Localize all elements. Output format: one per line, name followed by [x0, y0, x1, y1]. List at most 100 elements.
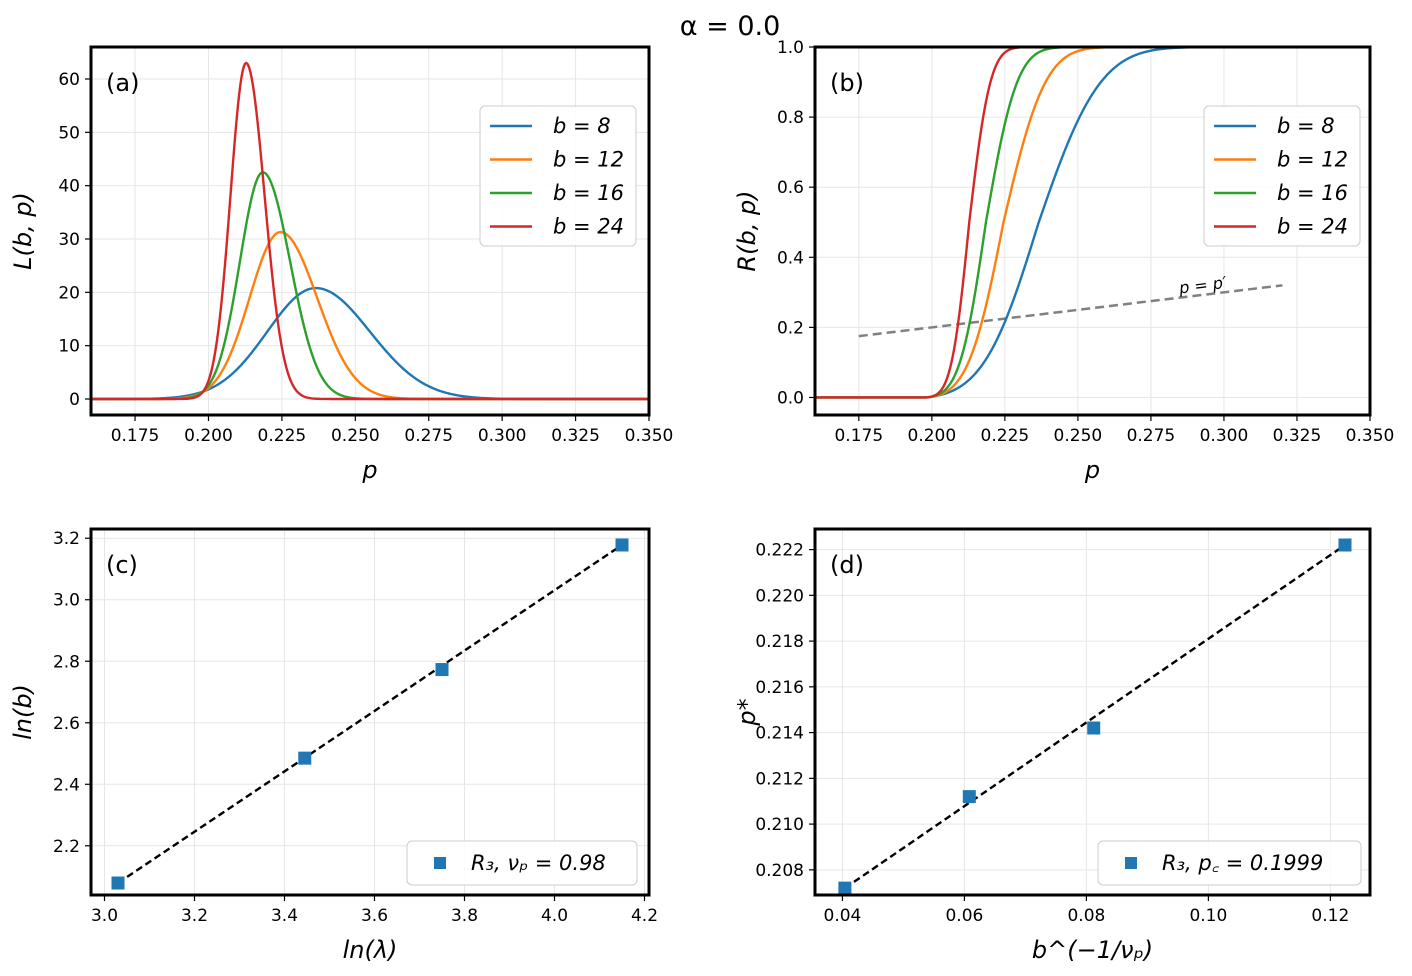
y-tick-label: 0: [69, 390, 80, 410]
x-axis-label: ln(λ): [343, 936, 398, 964]
x-tick-label: 0.325: [1273, 426, 1322, 446]
legend-label: b = 8: [553, 114, 611, 138]
panel-label: (b): [830, 69, 864, 97]
plot-frame: [813, 45, 1372, 417]
data-point: [1087, 721, 1101, 735]
y-tick-label: 0.218: [755, 632, 804, 652]
x-axis-label: b^(−1/νₚ): [1032, 936, 1153, 964]
x-tick-label: 0.250: [1054, 426, 1103, 446]
series-line-b12: [91, 230, 649, 401]
legend-marker: [434, 857, 446, 869]
x-tick-label: 3.8: [451, 906, 478, 926]
x-tick-label: 0.175: [834, 426, 883, 446]
x-tick-label: 4.0: [541, 906, 568, 926]
series-line-b24: [91, 61, 649, 401]
y-tick-label: 0.4: [777, 248, 804, 268]
x-tick-label: 0.10: [1189, 906, 1227, 926]
legend-label: b = 8: [1277, 114, 1335, 138]
y-tick-label: 0.208: [755, 861, 804, 881]
legend-label: b = 24: [553, 215, 624, 239]
x-tick-label: 0.250: [331, 426, 380, 446]
y-axis-label: ln(b): [9, 684, 37, 740]
data-point: [615, 538, 629, 552]
y-tick-label: 20: [58, 283, 80, 303]
y-tick-label: 0.220: [755, 586, 804, 606]
legend-label: b = 24: [1277, 215, 1348, 239]
legend-frame: [406, 840, 638, 886]
legend: b = 8 b = 12 b = 16 b = 24: [1203, 105, 1361, 247]
y-tick-label: 2.6: [53, 714, 80, 734]
x-tick-label: 0.300: [478, 426, 527, 446]
y-tick-label: 10: [58, 337, 80, 357]
fit-line: [117, 543, 623, 885]
y-tick-label: 0.2: [777, 318, 804, 338]
y-tick-label: 0.212: [755, 769, 804, 789]
x-axis-label: p: [1084, 456, 1100, 484]
plot-frame: [89, 527, 651, 897]
series-line-b8: [91, 286, 649, 401]
legend-frame: [479, 105, 637, 247]
x-tick-label: 0.275: [404, 426, 453, 446]
legend-frame: [1203, 105, 1361, 247]
panel-c: 3.0 3.2 3.4 3.6 3.8 4.0 4.2 2.2 2.4 2.6 2.8 3.0 3.2 (…: [9, 527, 658, 964]
legend: R₃, νₚ = 0.98: [406, 840, 638, 886]
reference-line-label: p = p′: [1177, 273, 1228, 298]
y-tick-label: 50: [58, 123, 80, 143]
plot-frame: [89, 45, 651, 417]
y-axis-label: p*: [733, 698, 761, 726]
y-tick-label: 40: [58, 177, 80, 197]
legend-label: R₃, νₚ = 0.98: [471, 851, 606, 875]
data-point: [111, 876, 125, 890]
x-tick-label: 4.2: [631, 906, 658, 926]
x-tick-label: 0.04: [824, 906, 862, 926]
plot-area: [91, 61, 649, 401]
legend-label: R₃, p꜀ = 0.1999: [1162, 851, 1323, 875]
legend-label: b = 16: [553, 181, 624, 205]
x-tick-label: 3.2: [181, 906, 208, 926]
legend: R₃, p꜀ = 0.1999: [1097, 840, 1362, 886]
y-tick-label: 0.0: [777, 388, 804, 408]
x-tick-label: 0.325: [551, 426, 600, 446]
x-tick-label: 0.175: [111, 426, 160, 446]
data-point: [962, 790, 976, 804]
plot-frame: [813, 527, 1372, 897]
reference-line: [858, 284, 1283, 338]
panel-a: 0.175 0.200 0.225 0.250 0.275 0.300 0.325 0.350…: [9, 45, 673, 484]
data-point: [298, 751, 312, 765]
panel-label: (a): [106, 69, 139, 97]
legend: b = 8 b = 12 b = 16 b = 24: [479, 105, 637, 247]
y-axis-label: L(b, p): [9, 192, 37, 270]
x-tick-label: 0.350: [1346, 426, 1395, 446]
y-tick-label: 0.216: [755, 678, 804, 698]
y-tick-label: 60: [58, 70, 80, 90]
legend-label: b = 12: [553, 148, 624, 172]
legend-label: b = 12: [1277, 148, 1348, 172]
y-tick-label: 0.8: [777, 108, 804, 128]
fit-line: [844, 544, 1346, 890]
x-tick-label: 3.6: [361, 906, 388, 926]
y-tick-label: 3.2: [53, 529, 80, 549]
x-tick-label: 0.200: [184, 426, 233, 446]
y-tick-label: 2.2: [53, 837, 80, 857]
y-tick-label: 0.6: [777, 178, 804, 198]
data-point: [435, 663, 449, 677]
panel-label: (d): [830, 551, 864, 579]
x-tick-label: 0.275: [1127, 426, 1176, 446]
x-tick-label: 0.225: [258, 426, 307, 446]
x-tick-label: 0.200: [908, 426, 957, 446]
y-axis-label: R(b, p): [733, 190, 761, 271]
x-tick-label: 3.0: [91, 906, 118, 926]
y-tick-label: 0.210: [755, 815, 804, 835]
legend-frame: [1097, 840, 1362, 886]
legend-marker: [1125, 857, 1137, 869]
x-axis-label: p: [361, 456, 377, 484]
panel-label: (c): [106, 551, 138, 579]
y-tick-label: 0.222: [755, 541, 804, 561]
y-tick-label: 2.8: [53, 652, 80, 672]
panel-b: 0.175 0.200 0.225 0.250 0.275 0.300 0.325 0.350…: [733, 38, 1394, 484]
y-tick-label: 1.0: [777, 38, 804, 58]
x-tick-label: 0.12: [1311, 906, 1349, 926]
x-tick-label: 3.4: [271, 906, 298, 926]
y-tick-label: 30: [58, 230, 80, 250]
